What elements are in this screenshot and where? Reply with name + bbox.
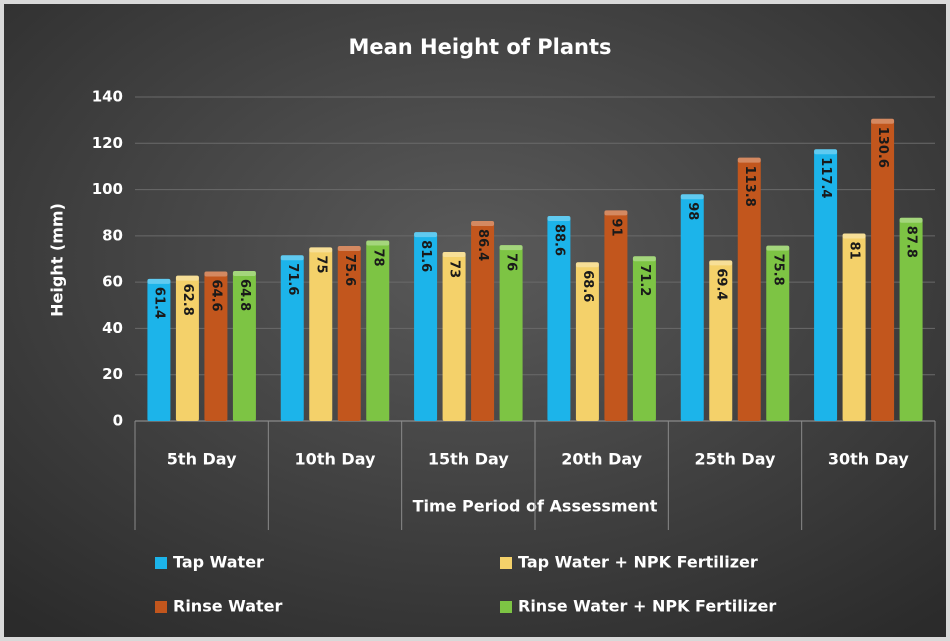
value-label: 88.6 [551,224,566,256]
x-tick-label: 25th Day [695,450,776,469]
value-label: 75.6 [342,254,357,286]
bar [175,275,199,421]
bar [709,260,733,421]
legend-label: Tap Water [173,553,264,572]
bar [814,149,838,421]
legend-marker [155,557,167,569]
bar [604,210,628,421]
value-label: 98 [685,202,700,220]
bar-highlight [680,194,704,200]
bar [899,217,923,421]
bar [366,240,390,421]
value-label: 61.4 [151,287,166,319]
chart-title: Mean Height of Plants [348,35,611,59]
value-label: 86.4 [475,229,490,261]
legend-marker [500,557,512,569]
bar-highlight [442,252,466,258]
value-label: 78 [370,248,385,266]
legend-marker [500,601,512,613]
legend-label: Rinse Water + NPK Fertilizer [518,597,776,616]
bar [632,256,656,421]
bar-highlight [309,247,333,253]
bar-highlight [280,255,304,261]
value-label: 73 [447,260,462,278]
value-label: 62.8 [180,284,195,316]
value-label: 71.6 [285,263,300,295]
bar-highlight [547,215,571,221]
bar-highlight [499,245,523,251]
bar [280,255,304,421]
bar [442,252,466,421]
bar [680,194,704,421]
value-label: 71.2 [637,264,652,296]
bar [575,262,599,421]
bar [499,245,523,421]
y-tick-label: 100 [92,180,123,198]
bar [309,247,333,421]
value-label: 87.8 [904,226,919,258]
value-label: 81.6 [418,240,433,272]
bar-highlight [366,240,390,246]
value-label: 75.8 [770,254,785,286]
bar [204,271,228,421]
bar-highlight [632,256,656,262]
value-label: 76 [504,253,519,271]
x-tick-label: 30th Day [828,450,909,469]
y-tick-label: 60 [102,273,123,291]
bar-highlight [871,118,895,124]
bar [232,271,256,421]
value-label: 64.8 [237,279,252,311]
legend-label: Tap Water + NPK Fertilizer [518,553,758,572]
value-label: 68.6 [580,270,595,302]
y-tick-label: 40 [102,319,123,337]
bar [842,233,866,421]
legend-label: Rinse Water [173,597,283,616]
bar-highlight [814,149,838,155]
y-tick-label: 20 [102,365,123,383]
bar-highlight [232,271,256,277]
y-tick-label: 0 [113,412,123,430]
y-tick-label: 80 [102,226,123,244]
y-axis-label: Height (mm) [48,203,67,317]
bar-highlight [337,246,361,252]
legend-marker [155,601,167,613]
x-tick-label: 5th Day [167,450,237,469]
value-label: 81 [847,242,862,260]
y-tick-label: 140 [92,88,123,106]
bar [337,246,361,421]
bar [766,245,790,421]
bar [737,157,761,422]
bar-highlight [737,157,761,163]
bar-highlight [709,260,733,266]
bar-highlight [147,278,171,284]
x-tick-label: 15th Day [428,450,509,469]
bar-highlight [471,221,495,227]
value-label: 64.6 [208,279,223,311]
bar [471,221,495,421]
bar-highlight [575,262,599,268]
value-label: 69.4 [713,268,728,300]
bar-highlight [175,275,199,281]
bar [547,215,571,421]
value-label: 117.4 [818,157,833,198]
bar-highlight [204,271,228,277]
bar-highlight [842,233,866,239]
x-tick-label: 20th Day [561,450,642,469]
bar-highlight [414,232,438,238]
bar-highlight [899,217,923,223]
value-label: 75 [313,255,328,273]
value-label: 130.6 [875,127,890,168]
y-tick-label: 120 [92,134,123,152]
bar [147,278,171,421]
bar [871,118,895,422]
bar-highlight [604,210,628,216]
value-label: 113.8 [742,166,757,207]
bar-highlight [766,245,790,251]
x-tick-label: 10th Day [295,450,376,469]
value-label: 91 [608,218,623,236]
bar [414,232,438,421]
